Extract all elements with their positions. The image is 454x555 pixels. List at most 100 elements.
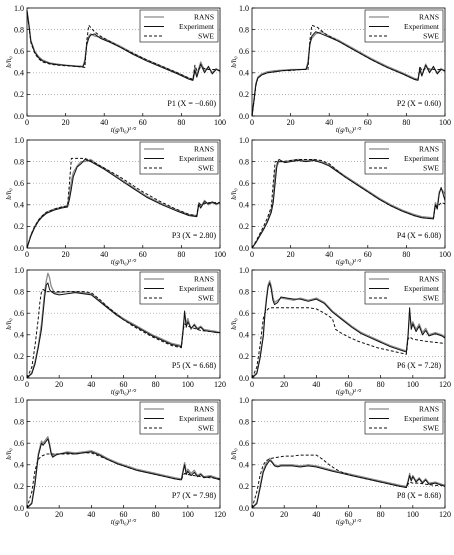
legend-label-rans: RANS [419, 13, 439, 22]
x-tick-label: 80 [152, 510, 160, 519]
x-tick-label: 40 [312, 510, 320, 519]
x-tick-label: 100 [407, 510, 419, 519]
legend-label-experiment: Experiment [179, 414, 215, 423]
x-tick-label: 60 [364, 118, 372, 127]
y-tick-label: 1.0 [14, 136, 24, 145]
y-tick-label: 0.4 [14, 201, 24, 210]
series-line-swe [26, 452, 221, 509]
y-axis-label: h/h₀ [230, 318, 238, 330]
series-line-experiment [251, 459, 446, 509]
legend-label-swe: SWE [423, 424, 439, 433]
y-tick-label: 0.6 [239, 309, 249, 318]
y-axis-label: h/h₀ [5, 188, 13, 200]
y-tick-label: 0.6 [14, 309, 24, 318]
y-tick-label: 1.0 [14, 396, 24, 405]
x-tick-label: 80 [402, 250, 410, 259]
x-tick-label: 40 [87, 510, 95, 519]
y-axis-label: h/h₀ [230, 448, 238, 460]
x-axis-label: t(g/h₀)¹ᐟ² [111, 258, 137, 266]
panel-label: P5 (X = 6.68) [172, 361, 216, 370]
x-tick-label: 60 [345, 510, 353, 519]
x-tick-label: 0 [25, 250, 29, 259]
legend-label-experiment: Experiment [179, 154, 215, 163]
y-tick-label: 0.8 [239, 157, 249, 166]
y-tick-label: 0.6 [239, 439, 249, 448]
x-tick-label: 80 [377, 510, 385, 519]
series-line-swe [251, 158, 446, 249]
legend-label-swe: SWE [423, 294, 439, 303]
x-tick-label: 0 [25, 118, 29, 127]
y-tick-label: 0.2 [239, 90, 249, 99]
x-tick-label: 40 [87, 380, 95, 389]
x-axis-label: t(g/h₀)¹ᐟ² [336, 126, 362, 134]
x-tick-label: 40 [325, 118, 333, 127]
panel-label: P8 (X = 8.68) [397, 491, 441, 500]
legend-label-swe: SWE [198, 164, 214, 173]
x-tick-label: 60 [139, 250, 147, 259]
x-tick-label: 20 [280, 510, 288, 519]
x-tick-label: 0 [250, 510, 254, 519]
y-axis-label: h/h₀ [5, 56, 13, 68]
y-tick-label: 0.0 [239, 112, 249, 121]
legend-label-rans: RANS [194, 13, 214, 22]
y-tick-label: 0.0 [239, 244, 249, 253]
chart-panel-4: 0.0 0.2 0.4 0.6 0.8 1.0 0 20 40 60 80 100 t(g/h₀)¹ᐟ²… [230, 136, 451, 266]
y-tick-label: 1.0 [14, 4, 24, 13]
series-line-experiment [26, 282, 220, 379]
plot-frame [251, 7, 446, 117]
legend-label-swe: SWE [198, 32, 214, 41]
x-tick-label: 20 [62, 118, 70, 127]
x-axis-label: t(g/h₀)¹ᐟ² [111, 388, 137, 396]
legend-label-swe: SWE [198, 424, 214, 433]
y-tick-label: 1.0 [239, 4, 249, 13]
legend-label-rans: RANS [194, 275, 214, 284]
x-tick-label: 40 [100, 250, 108, 259]
y-tick-label: 1.0 [239, 136, 249, 145]
y-tick-label: 0.8 [239, 417, 249, 426]
y-tick-label: 0.0 [14, 112, 24, 121]
x-tick-label: 0 [25, 510, 29, 519]
plot-frame [251, 139, 446, 249]
x-tick-label: 20 [55, 380, 63, 389]
x-tick-label: 120 [439, 510, 451, 519]
series-line-swe [251, 24, 446, 117]
legend-label-experiment: Experiment [179, 284, 215, 293]
legend-box [139, 401, 219, 435]
x-tick-label: 80 [177, 250, 185, 259]
x-tick-label: 80 [402, 118, 410, 127]
chart-panel-1: 0.0 0.2 0.4 0.6 0.8 1.0 0 20 40 60 80 100 t(g/h₀)¹ᐟ²… [5, 4, 226, 134]
legend-label-rans: RANS [194, 405, 214, 414]
panel-label: P1 (X = −0.60) [167, 99, 216, 108]
x-tick-label: 0 [250, 118, 254, 127]
x-tick-label: 100 [214, 118, 226, 127]
y-axis-label: h/h₀ [230, 56, 238, 68]
y-tick-label: 0.4 [239, 69, 249, 78]
series-line-experiment [26, 158, 221, 249]
y-tick-label: 1.0 [239, 266, 249, 275]
y-tick-label: 0.4 [14, 331, 24, 340]
x-tick-label: 60 [120, 380, 128, 389]
legend-label-experiment: Experiment [404, 154, 440, 163]
y-tick-label: 1.0 [14, 266, 24, 275]
legend-label-experiment: Experiment [404, 22, 440, 31]
y-tick-label: 0.8 [14, 287, 24, 296]
y-tick-label: 0.6 [239, 47, 249, 56]
legend-label-experiment: Experiment [404, 284, 440, 293]
y-tick-label: 0.0 [239, 504, 249, 513]
y-tick-label: 0.4 [239, 331, 249, 340]
x-tick-label: 80 [177, 118, 185, 127]
x-tick-label: 60 [120, 510, 128, 519]
x-tick-label: 0 [25, 380, 29, 389]
y-tick-label: 0.2 [239, 352, 249, 361]
y-tick-label: 0.6 [239, 179, 249, 188]
y-tick-label: 0.0 [14, 244, 24, 253]
series-line-experiment [251, 158, 446, 249]
y-tick-label: 0.4 [14, 461, 24, 470]
panel-label: P4 (X = 6.08) [397, 231, 441, 240]
y-tick-label: 0.6 [14, 439, 24, 448]
x-tick-label: 60 [139, 118, 147, 127]
